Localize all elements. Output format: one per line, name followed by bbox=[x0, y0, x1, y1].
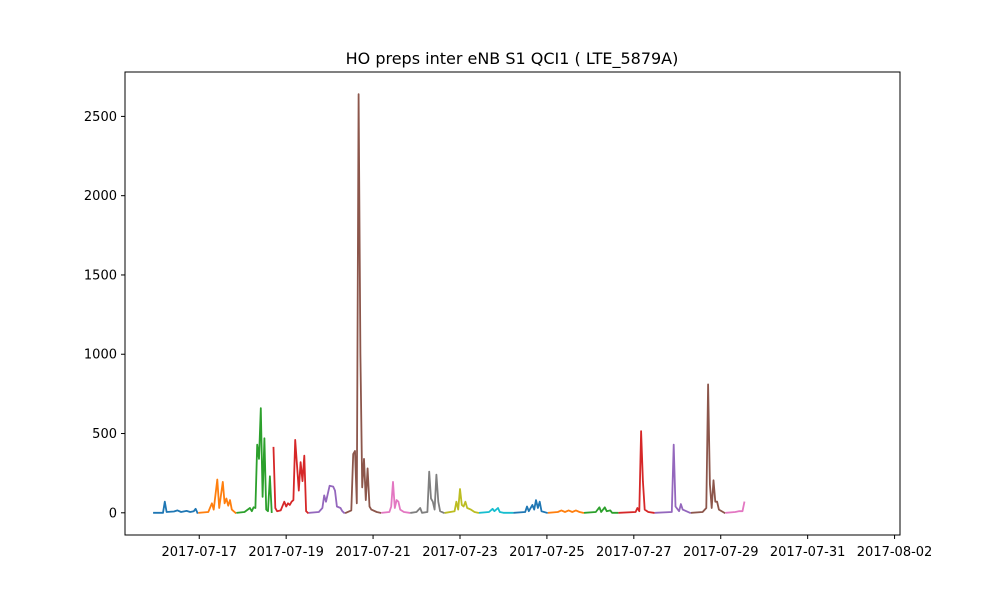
series-line-12 bbox=[547, 509, 585, 514]
series-line-5 bbox=[308, 484, 346, 515]
series-line-4 bbox=[272, 439, 310, 515]
y-tick-label: 1000 bbox=[84, 348, 117, 363]
series-line-11 bbox=[513, 499, 549, 514]
series-line-1 bbox=[153, 500, 199, 514]
series-line-6 bbox=[344, 93, 382, 514]
series-line-13 bbox=[583, 506, 619, 514]
x-tick-label: 2017-07-25 bbox=[509, 545, 585, 560]
series-line-9 bbox=[444, 488, 480, 514]
x-tick-label: 2017-08-02 bbox=[857, 545, 933, 560]
axes-layer: 0 500 1000 1500 2000 2500 2017-07-17 2017-07-19… bbox=[84, 71, 933, 560]
series-line-15 bbox=[654, 443, 692, 514]
x-tick-label: 2017-07-19 bbox=[248, 545, 324, 560]
y-tick-label: 500 bbox=[92, 427, 117, 442]
y-tick-label: 1500 bbox=[84, 268, 117, 283]
series-line-10 bbox=[478, 507, 514, 514]
series-line-17 bbox=[725, 501, 746, 514]
x-tick-label: 2017-07-31 bbox=[770, 545, 846, 560]
y-tick-label: 2000 bbox=[84, 189, 117, 204]
series-line-14 bbox=[618, 430, 655, 514]
x-tick-label: 2017-07-27 bbox=[596, 545, 672, 560]
series-line-16 bbox=[690, 383, 726, 515]
plot-frame bbox=[124, 71, 901, 536]
series-line-8 bbox=[410, 470, 445, 514]
series-line-7 bbox=[381, 481, 411, 514]
x-tick-label: 2017-07-21 bbox=[335, 545, 411, 560]
x-tick-label: 2017-07-23 bbox=[422, 545, 498, 560]
x-tick-label: 2017-07-29 bbox=[683, 545, 759, 560]
x-tick-label: 2017-07-17 bbox=[161, 545, 237, 560]
chart-title: HO preps inter eNB S1 QCI1 ( LTE_5879A) bbox=[346, 49, 679, 69]
y-tick-label: 2500 bbox=[84, 110, 117, 125]
y-tick-label: 0 bbox=[109, 506, 117, 521]
series-line-3 bbox=[236, 407, 273, 514]
series-layer bbox=[153, 93, 746, 515]
series-line-2 bbox=[198, 478, 237, 515]
